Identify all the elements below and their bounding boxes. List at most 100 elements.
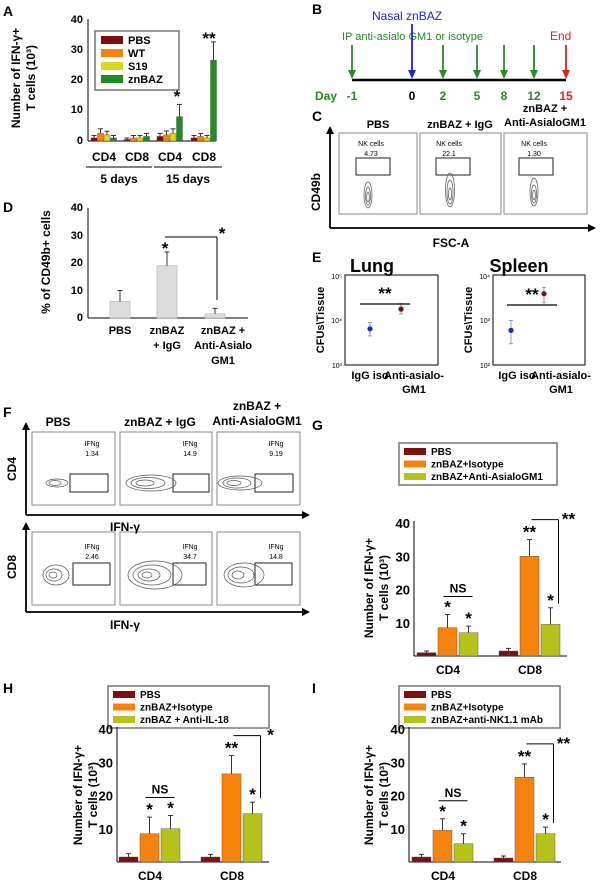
- x-category-label: CD8: [125, 150, 149, 164]
- legend-swatch: [113, 703, 135, 711]
- y-axis-label: T cells (10³): [24, 45, 38, 111]
- y-tick: 40: [99, 722, 113, 737]
- contour-cluster: [363, 172, 539, 209]
- flow-plot: [119, 531, 213, 606]
- bar: [437, 627, 458, 657]
- y-tick: 30: [396, 549, 410, 564]
- legend-swatch: [404, 460, 426, 468]
- timeline-day: 5: [474, 89, 481, 103]
- flow-plot: [419, 132, 502, 215]
- y-tick: 30: [71, 44, 83, 56]
- timeline-day: 15: [559, 89, 573, 103]
- legend-label: znBAZ+Isotype: [431, 460, 504, 471]
- gate: [69, 473, 294, 586]
- legend-swatch: [113, 691, 135, 698]
- y-tick: 30: [391, 755, 405, 770]
- legend-label: PBS: [128, 35, 151, 47]
- legend-label: S19: [128, 61, 148, 73]
- time-group-label: 15 days: [166, 172, 210, 186]
- significance-star: *: [249, 785, 256, 804]
- y-tick: 0: [77, 135, 83, 147]
- legend-label: WT: [128, 48, 145, 60]
- bar: [123, 139, 131, 142]
- plot-title: Lung: [350, 256, 394, 276]
- gate-value: 34.7: [183, 554, 197, 561]
- significance-star: **: [202, 29, 216, 48]
- gate-label: IFNg: [84, 441, 99, 448]
- legend-swatch: [113, 716, 135, 723]
- y-axis-label: CFUs\Tissue: [315, 287, 327, 353]
- gate: [518, 157, 554, 176]
- plot-frame: [344, 274, 439, 366]
- bar: [535, 833, 556, 863]
- x-category-label: CD8: [192, 150, 216, 164]
- panel-letter: E: [312, 249, 321, 265]
- bar: [458, 632, 479, 657]
- legend-swatch: [101, 36, 123, 44]
- x-category-label: CD8: [220, 869, 244, 883]
- significance-star: *: [267, 726, 274, 745]
- x-category-label: CD8: [518, 663, 542, 677]
- timeline-arrowhead: [530, 70, 538, 79]
- y-tick: 40: [391, 722, 405, 737]
- legend-label: PBS: [140, 690, 161, 701]
- x-category-label: CD4: [158, 150, 182, 164]
- gate: [435, 157, 471, 176]
- bar: [200, 856, 221, 863]
- panel-c: C PBS znBAZ + IgG znBAZ + Anti-AsialoGM1…: [309, 103, 596, 250]
- day-label: Day: [315, 89, 337, 103]
- significance-star: **: [378, 284, 392, 303]
- bar: [519, 556, 540, 657]
- x-category-label: CD4: [431, 869, 455, 883]
- y-tick: 10: [71, 104, 83, 116]
- y-axis-label: T cells (10³): [377, 555, 391, 621]
- panel-letter: C: [312, 108, 322, 124]
- significance-star: **: [523, 523, 537, 542]
- bar: [136, 137, 144, 142]
- y-tick: 20: [391, 789, 405, 804]
- significance-star: **: [518, 747, 532, 766]
- panel-letter: D: [3, 199, 13, 215]
- legend-label: znBAZ: [128, 74, 163, 86]
- panel-letter: F: [3, 404, 12, 420]
- bar: [176, 116, 183, 142]
- flow-plot: [31, 431, 116, 506]
- y-axis-label: % of CD49b+ cells: [39, 210, 53, 314]
- y-axis-label: Number of IFN-γ+: [362, 745, 376, 845]
- contour-cluster: [42, 474, 265, 590]
- gate-label: NK cells: [436, 141, 462, 148]
- significance-star: *: [174, 87, 181, 106]
- gate-value: 1.30: [527, 151, 541, 158]
- x-category-label: CD4: [436, 663, 460, 677]
- bar: [203, 137, 211, 142]
- significance-star: *: [460, 817, 467, 836]
- data-point: [398, 306, 404, 312]
- x-category-label: Anti-Asialo: [194, 340, 252, 352]
- bar: [197, 136, 204, 142]
- y-tick: 10: [391, 822, 405, 837]
- bar: [416, 652, 437, 657]
- legend-swatch: [101, 62, 123, 70]
- bar: [190, 137, 198, 142]
- ns-label: NS: [152, 782, 169, 796]
- timeline-day: 8: [501, 89, 508, 103]
- legend-swatch: [101, 75, 123, 83]
- gate-label: IFNg: [268, 441, 283, 448]
- x-category-label: CD4: [92, 150, 116, 164]
- significance-star: *: [162, 239, 169, 258]
- x-category-label: IgG iso: [351, 370, 389, 382]
- flow-title: PBS: [367, 119, 390, 131]
- x-category-label: IgG iso: [498, 370, 536, 382]
- x-category-label: Anti-asialo-: [531, 370, 591, 382]
- significance-star: *: [439, 802, 446, 821]
- end-label: End: [550, 29, 571, 43]
- bar: [143, 136, 150, 142]
- gate-label: IFNg: [268, 544, 283, 551]
- significance-star: *: [444, 597, 451, 616]
- panel-e: E Lung Spleen CFUs\Tissue CFUs\Tissue 10…: [312, 249, 591, 396]
- bar: [156, 136, 164, 142]
- gate-value: 2.46: [85, 554, 99, 561]
